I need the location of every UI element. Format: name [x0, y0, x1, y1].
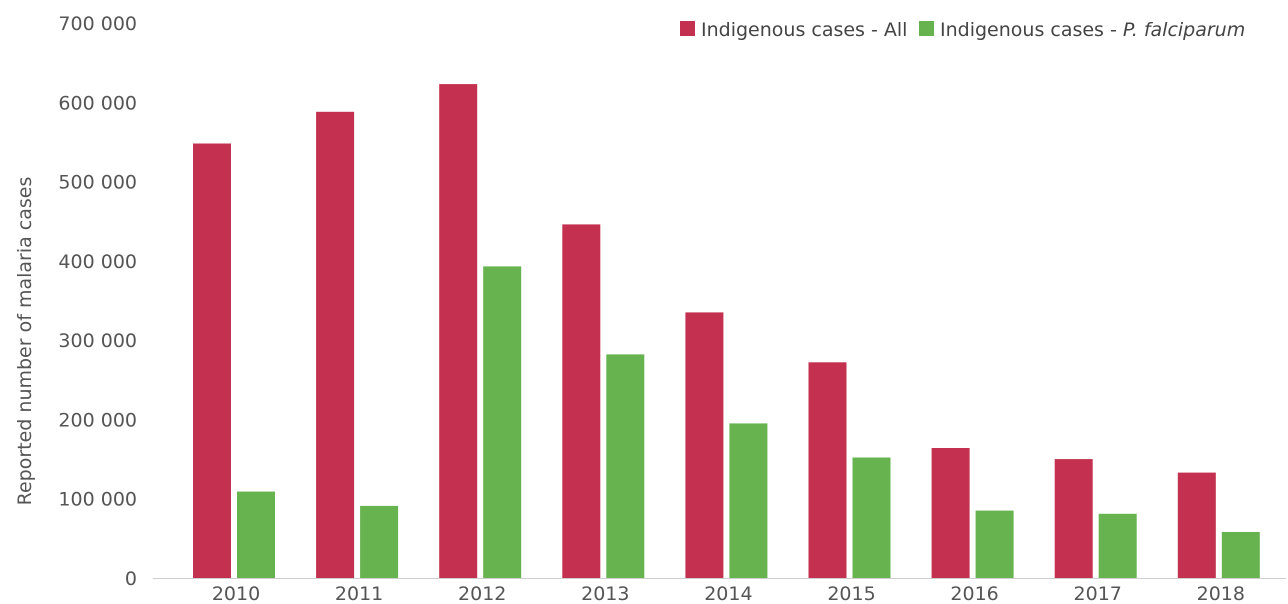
x-tick-label: 2013	[581, 583, 629, 604]
bar-falciparum-cases	[1221, 532, 1260, 578]
x-tick-label: 2018	[1197, 583, 1245, 604]
bar-falciparum-cases	[360, 505, 399, 578]
y-tick-label: 200 000	[58, 409, 137, 431]
x-tick-label: 2011	[335, 583, 383, 604]
y-tick-label: 0	[125, 568, 137, 590]
y-tick-label: 100 000	[58, 489, 137, 511]
bar-falciparum-cases	[852, 457, 891, 578]
legend-swatch-falciparum	[919, 21, 934, 36]
legend-label-falciparum: Indigenous cases - P. falciparum	[940, 19, 1245, 41]
x-axis-ticks: 2010 2011 2012 2013 2014 2015 2016 2017 2018	[212, 583, 1245, 604]
bar-all-cases	[1177, 472, 1216, 578]
y-tick-label: 400 000	[58, 251, 137, 273]
legend: Indigenous cases - All Indigenous cases -…	[680, 19, 1245, 41]
bar-falciparum-cases	[606, 354, 645, 578]
y-axis-title: Reported number of malaria cases	[14, 177, 36, 506]
bar-all-cases	[685, 312, 724, 578]
legend-label-falciparum-species: P. falciparum	[1123, 19, 1245, 41]
bars	[193, 84, 1260, 579]
y-tick-label: 300 000	[58, 330, 137, 352]
y-axis-ticks: 0 100 000 200 000 300 000 400 000 500 000 600 …	[58, 13, 137, 590]
x-tick-label: 2017	[1074, 583, 1122, 604]
bar-falciparum-cases	[729, 423, 768, 578]
bar-all-cases	[1054, 459, 1093, 578]
bar-falciparum-cases	[975, 510, 1014, 578]
y-tick-label: 500 000	[58, 172, 137, 194]
x-tick-label: 2010	[212, 583, 260, 604]
bar-all-cases	[193, 143, 231, 578]
bar-falciparum-cases	[237, 491, 275, 578]
x-tick-label: 2014	[704, 583, 752, 604]
y-tick-label: 700 000	[58, 13, 137, 35]
x-tick-label: 2015	[827, 583, 875, 604]
bar-all-cases	[562, 224, 601, 578]
bar-all-cases	[808, 362, 847, 578]
bar-falciparum-cases	[1098, 513, 1137, 578]
bar-all-cases	[316, 111, 355, 579]
x-tick-label: 2012	[458, 583, 506, 604]
bar-all-cases	[439, 84, 478, 578]
x-tick-label: 2016	[950, 583, 998, 604]
legend-swatch-all	[680, 21, 695, 36]
bar-all-cases	[931, 448, 970, 578]
bar-falciparum-cases	[483, 266, 522, 578]
legend-label-all: Indigenous cases - All	[701, 19, 907, 41]
y-tick-label: 600 000	[58, 92, 137, 114]
